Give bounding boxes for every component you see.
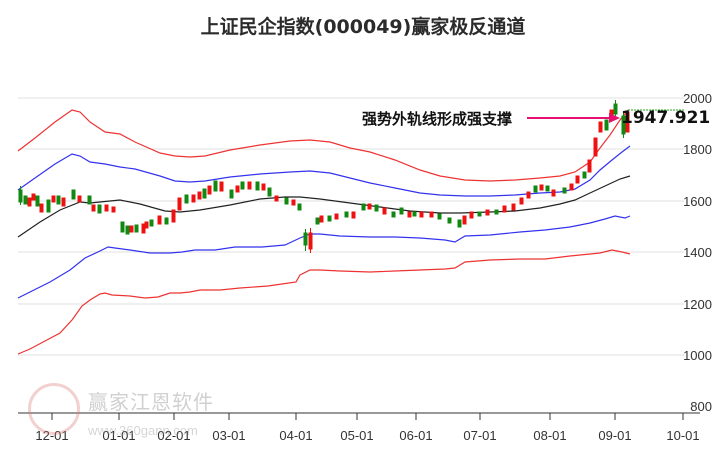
annotation-arrow bbox=[527, 113, 620, 123]
x-tick-06-01: 06-01 bbox=[399, 428, 433, 443]
x-tick-07-01: 07-01 bbox=[463, 428, 497, 443]
last-value-label: 1947.921 bbox=[621, 108, 711, 128]
x-tick-03-01: 03-01 bbox=[212, 428, 246, 443]
watermark-logo-icon bbox=[28, 383, 80, 435]
x-tick-10-01: 10-01 bbox=[666, 428, 700, 443]
y-tick-1600: 1600 bbox=[683, 194, 712, 209]
x-axis-ticks bbox=[51, 413, 684, 420]
chart-title: 上证民企指数(000049)赢家极反通道 bbox=[200, 16, 526, 38]
x-tick-09-01: 09-01 bbox=[598, 428, 632, 443]
y-tick-1000: 1000 bbox=[683, 348, 712, 363]
y-tick-1200: 1200 bbox=[683, 297, 712, 312]
x-tick-05-01: 05-01 bbox=[340, 428, 374, 443]
y-tick-800: 800 bbox=[690, 399, 712, 414]
inner-lower-band bbox=[17, 215, 631, 299]
inner-upper-band bbox=[17, 145, 631, 197]
x-tick-02-01: 02-01 bbox=[157, 428, 191, 443]
annotation-text: 强势外轨线形成强支撑 bbox=[362, 110, 513, 128]
watermark-name: 赢家江恩软件 bbox=[88, 390, 214, 414]
x-tick-04-01: 04-01 bbox=[279, 428, 313, 443]
grid-lines bbox=[18, 97, 684, 356]
y-tick-2000: 2000 bbox=[683, 91, 712, 106]
outer-lower-band bbox=[17, 249, 631, 355]
y-tick-1800: 1800 bbox=[683, 142, 712, 157]
y-tick-1400: 1400 bbox=[683, 245, 712, 260]
x-tick-01-01: 01-01 bbox=[102, 428, 136, 443]
candlesticks bbox=[18, 100, 630, 253]
mid-line bbox=[17, 175, 631, 238]
outer-upper-band bbox=[17, 109, 629, 182]
x-tick-08-01: 08-01 bbox=[533, 428, 567, 443]
watermark-url: www.360gann.com bbox=[88, 423, 198, 438]
